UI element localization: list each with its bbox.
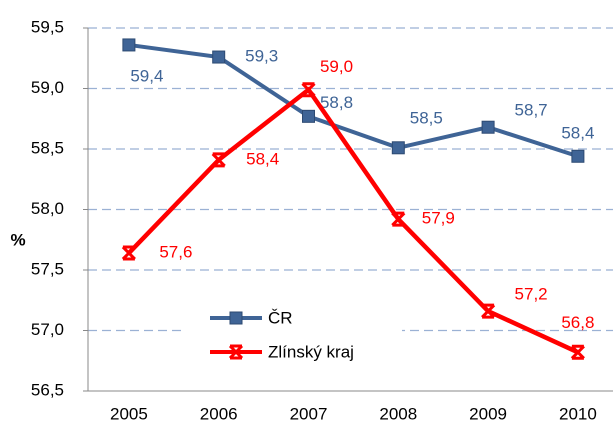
data-label: 58,4 [246, 149, 279, 168]
y-tick-label: 58,0 [31, 199, 64, 218]
y-axis-label: % [10, 230, 25, 249]
x-tick-label: 2009 [469, 404, 507, 423]
data-label: 59,0 [320, 57, 353, 76]
data-label: 56,8 [561, 313, 594, 332]
series-line [128, 42, 579, 159]
x-tick-label: 2007 [290, 404, 328, 423]
data-label: 57,9 [422, 209, 455, 228]
marker [391, 211, 406, 227]
y-tick-label: 59,0 [31, 78, 64, 97]
marker [481, 120, 495, 134]
data-label: 58,8 [320, 93, 353, 112]
marker [228, 344, 244, 360]
data-label: 59,3 [245, 47, 278, 66]
legend-background [182, 298, 402, 370]
marker [122, 38, 136, 52]
legend-marker-group [229, 311, 243, 325]
x-tick-label: 2005 [110, 404, 148, 423]
legend-marker-group [228, 344, 244, 360]
marker [121, 245, 136, 261]
data-label: 57,2 [515, 285, 548, 304]
marker [301, 82, 316, 98]
marker [211, 152, 226, 168]
data-label: 57,6 [159, 243, 192, 262]
legend-label: ČR [268, 308, 293, 327]
series-line [127, 86, 579, 355]
legend-label: Zlínský kraj [268, 342, 354, 361]
marker [302, 109, 315, 123]
y-tick-label: 56,5 [31, 380, 64, 399]
data-label: 58,5 [410, 108, 443, 127]
marker [571, 149, 585, 163]
marker [212, 50, 226, 64]
marker [570, 344, 585, 360]
marker [391, 141, 405, 155]
y-tick-label: 57,5 [31, 259, 64, 278]
marker [481, 303, 496, 319]
x-tick-label: 2006 [200, 404, 238, 423]
data-label: 58,4 [561, 124, 594, 143]
data-label: 58,7 [515, 101, 548, 120]
y-tick-label: 57,0 [31, 320, 64, 339]
y-tick-label: 59,5 [31, 17, 64, 36]
x-tick-label: 2010 [559, 404, 597, 423]
x-tick-label: 2008 [379, 404, 417, 423]
data-label: 59,4 [130, 66, 163, 85]
marker [229, 311, 243, 325]
y-tick-label: 58,5 [31, 138, 64, 157]
